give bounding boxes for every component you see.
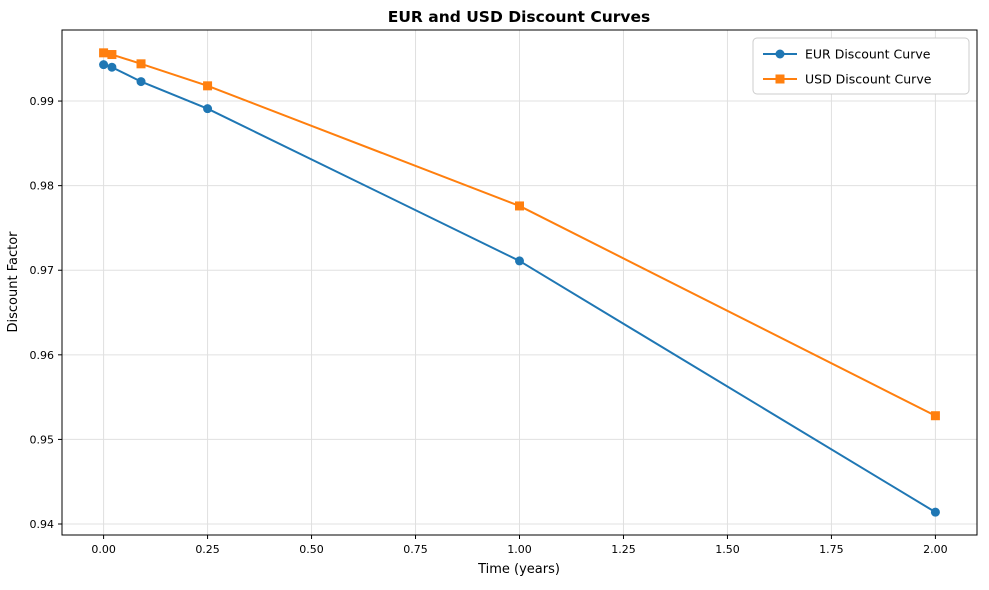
x-tick-label: 0.75: [403, 543, 428, 556]
data-point-marker: [136, 77, 146, 87]
y-tick-label: 0.99: [30, 95, 55, 108]
data-point-marker: [203, 104, 213, 114]
data-point-marker: [136, 59, 146, 69]
legend-label: EUR Discount Curve: [805, 47, 931, 62]
x-tick-label: 1.25: [611, 543, 636, 556]
plot-border: [61, 29, 978, 536]
legend-label: USD Discount Curve: [805, 72, 932, 87]
data-point-marker: [515, 256, 524, 266]
y-tick-label: 0.98: [30, 180, 55, 193]
data-point-marker: [930, 411, 940, 421]
x-tick-label: 1.00: [507, 543, 532, 556]
data-point-marker: [99, 60, 109, 70]
x-tick-label: 1.50: [715, 543, 740, 556]
legend: EUR Discount Curve USD Discount Curve: [752, 37, 970, 95]
x-axis-label: Time (years): [477, 562, 560, 577]
data-point-marker: [203, 81, 213, 91]
grid-layer: [62, 30, 977, 535]
legend-sample-marker: [775, 49, 785, 59]
series-layer: [99, 48, 940, 517]
legend-box: [752, 37, 970, 95]
chart-title: EUR and USD Discount Curves: [388, 8, 651, 26]
legend-sample-marker: [775, 74, 785, 84]
data-point-marker: [107, 50, 117, 60]
y-tick-label: 0.96: [30, 349, 55, 362]
y-tick-label: 0.95: [30, 433, 55, 446]
data-point-marker: [107, 62, 117, 72]
y-tick-label: 0.97: [30, 264, 55, 277]
axes-layer: 0.00 0.25 0.50 0.75 1.00 1.25 1.50 1.75 2.00 0.94…: [30, 29, 978, 556]
x-tick-label: 0.00: [91, 543, 116, 556]
x-tick-label: 0.25: [195, 543, 220, 556]
data-point-marker: [515, 201, 524, 211]
data-point-marker: [930, 507, 940, 517]
x-tick-label: 1.75: [819, 543, 844, 556]
x-tick-label: 2.00: [923, 543, 948, 556]
y-tick-label: 0.94: [30, 518, 55, 531]
x-tick-label: 0.50: [299, 543, 324, 556]
y-axis-label: Discount Factor: [6, 231, 21, 333]
data-point-marker: [99, 48, 109, 58]
